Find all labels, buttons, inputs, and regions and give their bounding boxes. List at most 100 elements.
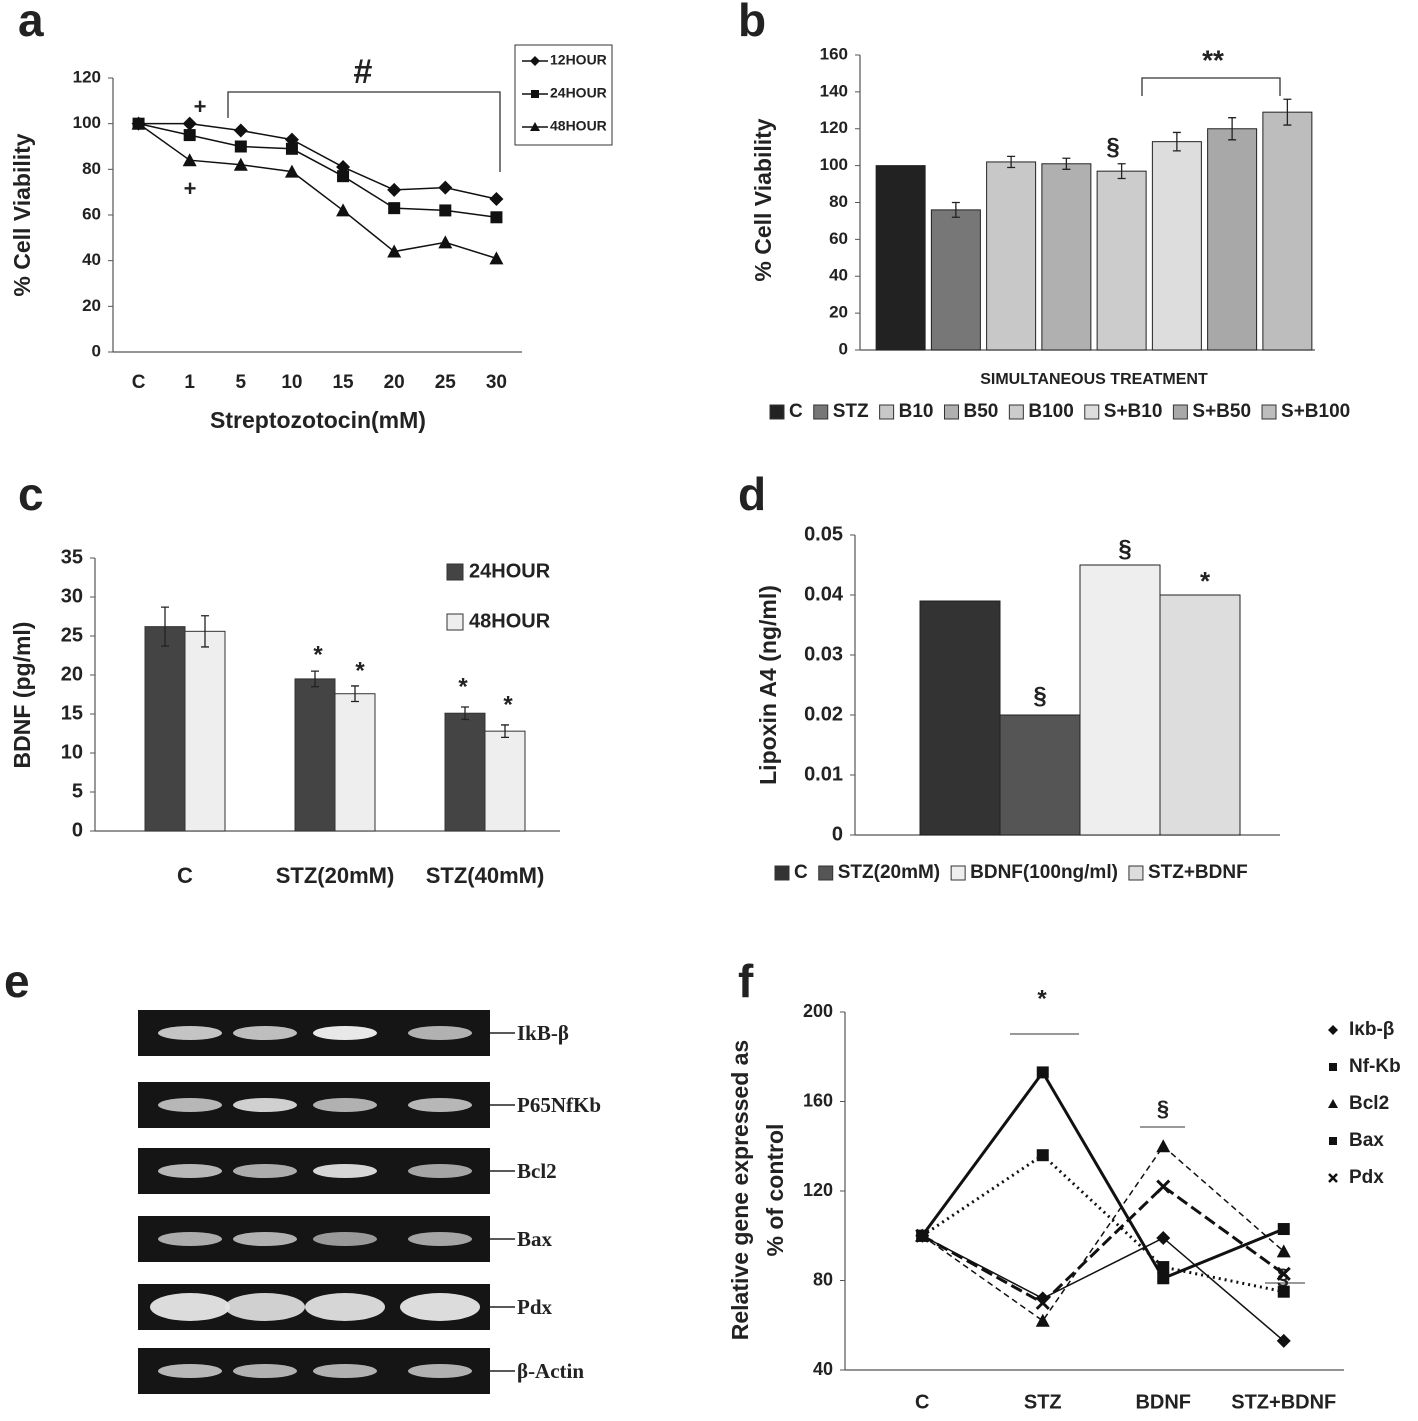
legend-label: Nf-Kb	[1349, 1056, 1401, 1077]
annotation: §	[1033, 682, 1046, 709]
gel-label: P65NfKb	[517, 1093, 601, 1117]
panel-letter: d	[738, 468, 766, 520]
bar	[930, 209, 981, 351]
error-bar	[201, 615, 209, 648]
x-axis-label: Streptozotocin(mM)	[210, 407, 426, 433]
legend-label: 48HOUR	[469, 610, 551, 632]
legend-swatch	[1172, 404, 1188, 420]
legend-swatch	[879, 404, 895, 420]
bar	[1262, 111, 1313, 351]
error-bar	[461, 706, 469, 721]
gel-band	[408, 1026, 472, 1040]
legend-marker	[1328, 1173, 1338, 1183]
legend-swatch	[1128, 865, 1144, 881]
gel-band	[158, 1026, 222, 1040]
point	[387, 244, 402, 258]
panel-letter: f	[738, 955, 754, 1007]
error-bar	[1117, 163, 1126, 180]
series-line	[921, 1184, 1285, 1305]
y-tick-label: 0.05	[804, 523, 843, 545]
bar	[484, 730, 526, 832]
annotation: *	[355, 657, 365, 684]
y-axis-label: Relative gene expressed as	[727, 1040, 753, 1340]
panel-letter: a	[18, 0, 44, 46]
x-axis-label: SIMULTANEOUS TREATMENT	[980, 371, 1208, 388]
point	[438, 235, 453, 249]
gel-band	[313, 1364, 377, 1378]
y-tick-label: 140	[820, 81, 848, 100]
x-tick-label: 10	[281, 372, 302, 393]
gel-band	[158, 1164, 222, 1178]
gel-band	[313, 1164, 377, 1178]
point	[337, 170, 350, 183]
gel-label: Bax	[517, 1227, 553, 1251]
annotation: *	[1200, 566, 1211, 596]
point	[285, 142, 298, 155]
legend-marker	[530, 56, 540, 66]
bar	[986, 161, 1037, 351]
y-tick-label: 0.03	[804, 643, 843, 665]
panel-letter: b	[738, 0, 766, 46]
point	[387, 182, 402, 197]
bar	[184, 630, 226, 832]
bar	[1159, 594, 1241, 836]
y-tick-label: 60	[82, 204, 101, 223]
point	[1277, 1223, 1290, 1236]
y-axis-label: BDNF (pg/ml)	[9, 622, 35, 769]
x-tick-label: 20	[384, 372, 405, 393]
y-tick-label: 0.04	[804, 583, 844, 605]
point	[1276, 1266, 1291, 1281]
gel-band	[233, 1232, 297, 1246]
y-tick-label: 0	[92, 341, 101, 360]
point	[388, 202, 401, 215]
series-line	[921, 1145, 1285, 1322]
gel-band	[313, 1026, 377, 1040]
x-tick-label: C	[177, 863, 193, 888]
point	[1156, 1230, 1171, 1245]
y-tick-label: 160	[820, 44, 848, 63]
bar	[334, 693, 376, 832]
legend-label: 24HOUR	[469, 560, 551, 582]
bar	[294, 678, 336, 832]
y-tick-label: 100	[73, 113, 101, 132]
x-tick-label: STZ	[1024, 1391, 1062, 1413]
point	[1036, 1066, 1049, 1079]
legend-label: C	[794, 862, 808, 883]
gel-band	[150, 1293, 230, 1321]
y-tick-label: 0	[832, 823, 843, 845]
point	[336, 203, 351, 217]
point	[182, 153, 197, 167]
point	[1276, 1333, 1291, 1348]
error-bar	[351, 685, 359, 703]
annotation: +	[194, 94, 207, 119]
point	[183, 129, 196, 142]
y-tick-label: 0	[72, 819, 83, 841]
series-line	[921, 1153, 1285, 1294]
error-bar	[161, 606, 169, 647]
gel-band	[313, 1232, 377, 1246]
series-line	[921, 1235, 1285, 1342]
annotation: +	[184, 176, 197, 201]
y-tick-label: 120	[820, 118, 848, 137]
y-tick-label: 120	[73, 67, 101, 86]
y-tick-label: 20	[829, 303, 848, 322]
x-tick-label: 1	[184, 372, 195, 393]
point	[182, 116, 197, 131]
legend-box	[514, 44, 613, 146]
bar	[144, 626, 186, 832]
significance-bracket	[1141, 77, 1281, 96]
annotation: *	[1037, 985, 1047, 1012]
point	[284, 164, 299, 178]
point	[1156, 1179, 1171, 1194]
y-tick-label: 80	[829, 192, 848, 211]
y-tick-label: 10	[61, 741, 83, 763]
legend-marker	[531, 90, 539, 98]
y-axis-label: % Cell Viability	[9, 133, 35, 296]
point	[1157, 1261, 1170, 1274]
annotation: **	[1202, 44, 1224, 75]
legend-label: 12HOUR	[550, 52, 607, 68]
gel-band	[158, 1232, 222, 1246]
series-line	[138, 122, 497, 219]
y-tick-label: 80	[813, 1269, 833, 1289]
legend-symbol	[531, 90, 539, 98]
